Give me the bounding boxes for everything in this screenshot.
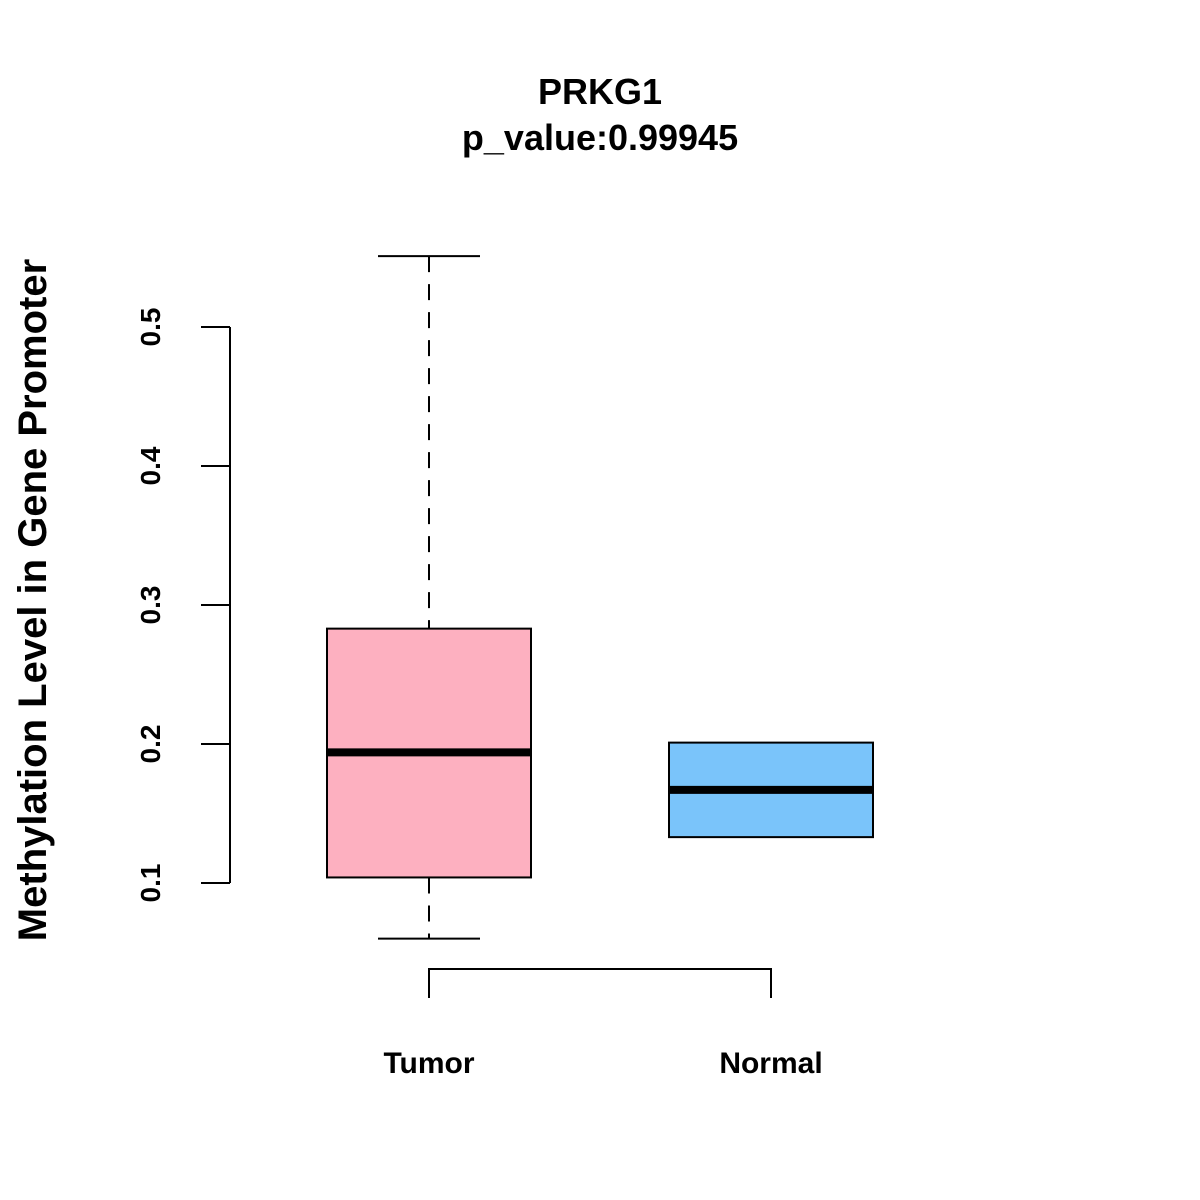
comparison-bracket — [428, 968, 772, 998]
x-category-labels: Tumor Normal — [383, 1047, 822, 1080]
y-tick-label: 0.5 — [135, 308, 166, 347]
box-normal — [668, 741, 874, 839]
box-series — [326, 255, 874, 940]
y-tick-label: 0.2 — [135, 725, 166, 764]
y-tick-label: 0.1 — [135, 864, 166, 903]
comparison-bracket-group — [428, 968, 772, 998]
y-axis-label: Methylation Level in Gene Promoter — [11, 259, 55, 941]
x-tick-label-normal: Normal — [719, 1047, 822, 1080]
y-axis: 0.1 0.2 0.3 0.4 0.5 — [135, 308, 231, 903]
chart-subtitle: p_value:0.99945 — [462, 117, 738, 158]
x-tick-label-tumor: Tumor — [383, 1047, 474, 1080]
y-tick-label: 0.4 — [135, 446, 166, 485]
chart-title: PRKG1 — [538, 71, 662, 112]
y-tick-label: 0.3 — [135, 586, 166, 625]
box-tumor — [326, 255, 532, 940]
